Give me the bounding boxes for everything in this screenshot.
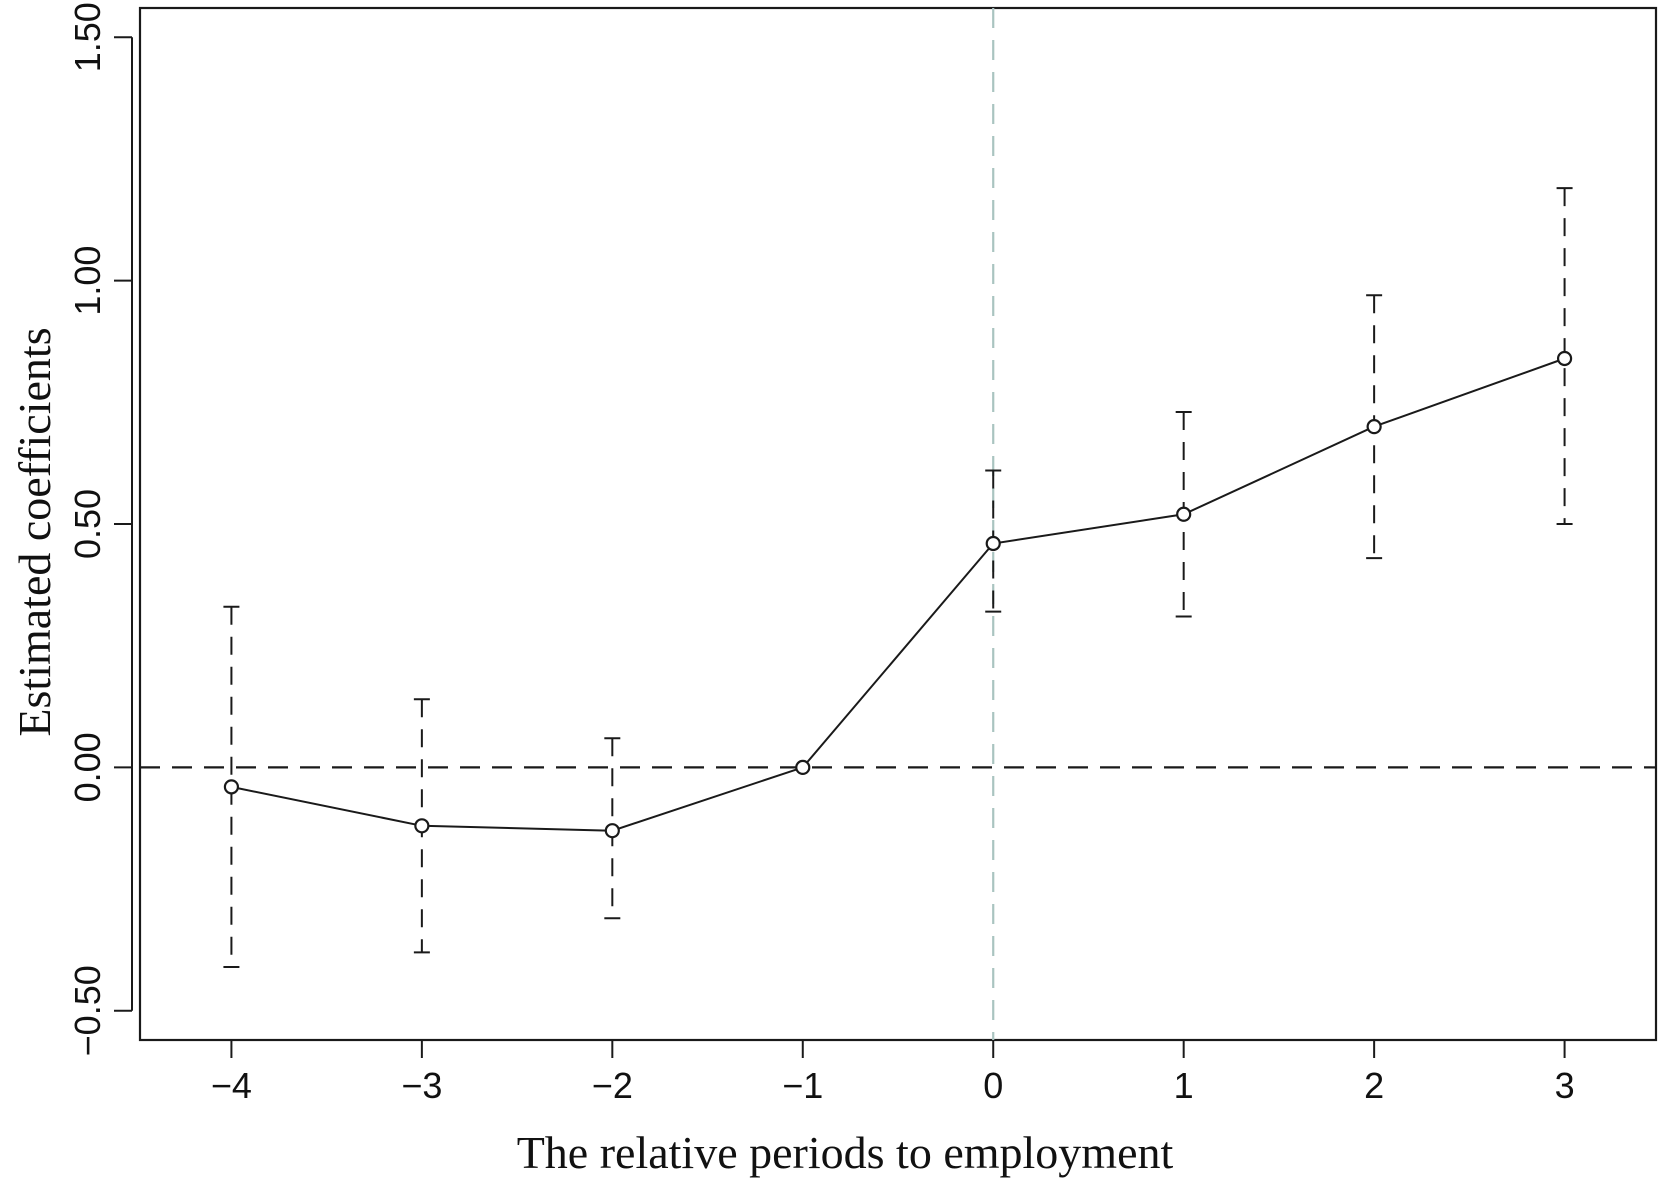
x-tick-label: −3 [401, 1065, 442, 1106]
y-axis: −0.50 0.00 0.50 1.00 1.50 [67, 2, 133, 1056]
y-tick-label: 0.50 [67, 489, 108, 559]
x-axis-title: The relative periods to employment [517, 1127, 1174, 1178]
x-tick-label: 1 [1174, 1065, 1194, 1106]
coefficient-line [231, 357, 1565, 832]
data-point [414, 818, 430, 834]
y-tick-label: 1.50 [67, 2, 108, 72]
x-tick-label: 0 [983, 1065, 1003, 1106]
data-point [1176, 506, 1192, 522]
plot-frame [138, 6, 1658, 1042]
y-tick-label: 0.00 [67, 732, 108, 802]
data-points [223, 350, 1573, 839]
data-point [795, 759, 811, 775]
y-tick-label: 1.00 [67, 246, 108, 316]
data-point [223, 779, 240, 795]
data-point [985, 535, 1001, 552]
data-point [1556, 350, 1573, 367]
y-tick-label: −0.50 [67, 965, 108, 1056]
x-tick-label: 3 [1555, 1065, 1575, 1106]
x-axis: −4 −3 −2 −1 0 1 2 3 [211, 1040, 1575, 1106]
data-point [1366, 419, 1382, 435]
series-line [231, 357, 1565, 832]
reference-lines [140, 8, 1656, 1040]
x-tick-label: −1 [782, 1065, 823, 1106]
x-tick-label: −4 [211, 1065, 252, 1106]
data-point [604, 823, 620, 839]
x-tick-label: 2 [1364, 1065, 1384, 1106]
error-bars [223, 187, 1573, 968]
plot-box [138, 6, 1658, 1042]
x-tick-label: −2 [592, 1065, 633, 1106]
y-axis-title: Estimated coefficients [9, 327, 60, 736]
